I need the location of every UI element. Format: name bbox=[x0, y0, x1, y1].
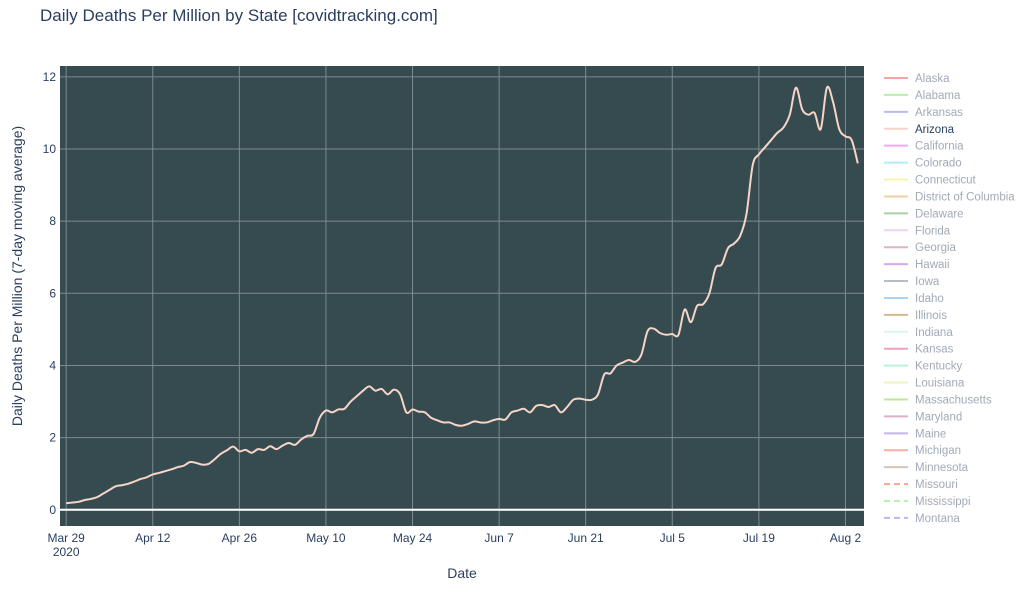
x-tick-label: Jun 7 bbox=[484, 531, 514, 545]
legend-item-kansas[interactable]: Kansas bbox=[884, 344, 954, 356]
legend-item-maryland[interactable]: Maryland bbox=[884, 411, 962, 423]
legend-item-alaska[interactable]: Alaska bbox=[884, 73, 950, 85]
legend-item-alabama[interactable]: Alabama bbox=[884, 90, 961, 102]
x-tick-label: May 24 bbox=[393, 531, 433, 545]
legend-label: Maryland bbox=[915, 411, 962, 423]
legend-label: Missouri bbox=[915, 479, 958, 491]
legend-label: Iowa bbox=[915, 276, 940, 288]
legend-item-california[interactable]: California bbox=[884, 141, 964, 153]
legend-item-district-of-columbia[interactable]: District of Columbia bbox=[884, 191, 1015, 203]
legend-item-kentucky[interactable]: Kentucky bbox=[884, 361, 963, 373]
x-tick-label: Jul 5 bbox=[660, 531, 686, 545]
x-tick-label: Apr 12 bbox=[135, 531, 171, 545]
legend-label: California bbox=[915, 141, 964, 153]
y-tick-label: 4 bbox=[49, 358, 56, 372]
legend-item-georgia[interactable]: Georgia bbox=[884, 242, 957, 254]
legend-item-colorado[interactable]: Colorado bbox=[884, 158, 962, 170]
chart-title: Daily Deaths Per Million by State [covid… bbox=[40, 6, 438, 25]
y-tick-label: 6 bbox=[49, 286, 56, 300]
series-layer bbox=[66, 85, 859, 505]
legend-label: Florida bbox=[915, 225, 951, 237]
y-tick-label: 12 bbox=[43, 70, 57, 84]
legend-label: Alabama bbox=[915, 90, 961, 102]
legend-label: Michigan bbox=[915, 445, 961, 457]
legend-label: Massachusetts bbox=[915, 394, 992, 406]
legend-item-louisiana[interactable]: Louisiana bbox=[884, 378, 965, 390]
legend-label: Maine bbox=[915, 428, 946, 440]
legend-label: Louisiana bbox=[915, 378, 965, 390]
x-tick-label: May 10 bbox=[306, 531, 346, 545]
legend-item-missouri[interactable]: Missouri bbox=[884, 479, 958, 491]
legend-label: Colorado bbox=[915, 158, 962, 170]
x-gridlines bbox=[65, 66, 846, 526]
legend-label: Delaware bbox=[915, 208, 964, 220]
y-axis-ticks: 0 2 4 6 8 10 12 bbox=[43, 70, 57, 517]
x-tick-label: Jul 19 bbox=[743, 531, 775, 545]
legend-label: Arizona bbox=[915, 124, 955, 136]
plot-area[interactable] bbox=[60, 66, 864, 526]
x-tick-label: Aug 2 bbox=[830, 531, 862, 545]
legend-item-hawaii[interactable]: Hawaii bbox=[884, 259, 950, 271]
legend-item-montana[interactable]: Montana bbox=[884, 513, 960, 525]
legend-item-delaware[interactable]: Delaware bbox=[884, 208, 964, 220]
legend-item-minnesota[interactable]: Minnesota bbox=[884, 462, 969, 474]
legend-item-michigan[interactable]: Michigan bbox=[884, 445, 961, 457]
x-tick-label: Jun 21 bbox=[568, 531, 604, 545]
legend-label: Arkansas bbox=[915, 107, 963, 119]
legend-label: Kansas bbox=[915, 344, 954, 356]
legend-label: Mississippi bbox=[915, 496, 971, 508]
legend-item-arkansas[interactable]: Arkansas bbox=[884, 107, 963, 119]
y-tick-label: 10 bbox=[43, 142, 57, 156]
legend-item-arizona[interactable]: Arizona bbox=[884, 124, 955, 136]
legend: Alaska Alabama Arkansas Arizona California Co… bbox=[884, 73, 1015, 525]
x-axis-title: Date bbox=[447, 565, 477, 581]
legend-item-florida[interactable]: Florida bbox=[884, 225, 951, 237]
legend-item-maine[interactable]: Maine bbox=[884, 428, 946, 440]
y-tick-label: 2 bbox=[49, 431, 56, 445]
legend-item-illinois[interactable]: Illinois bbox=[884, 310, 947, 322]
legend-item-iowa[interactable]: Iowa bbox=[884, 276, 940, 288]
legend-item-idaho[interactable]: Idaho bbox=[884, 293, 944, 305]
legend-label: District of Columbia bbox=[915, 191, 1015, 203]
legend-label: Minnesota bbox=[915, 462, 969, 474]
y-gridlines bbox=[60, 76, 864, 439]
legend-item-massachusetts[interactable]: Massachusetts bbox=[884, 394, 992, 406]
legend-label: Idaho bbox=[915, 293, 944, 305]
y-tick-label: 8 bbox=[49, 214, 56, 228]
legend-label: Montana bbox=[915, 513, 960, 525]
legend-item-mississippi[interactable]: Mississippi bbox=[884, 496, 971, 508]
x-tick-label: Mar 29 bbox=[48, 531, 86, 545]
legend-label: Kentucky bbox=[915, 361, 963, 373]
legend-label: Alaska bbox=[915, 73, 950, 85]
legend-label: Georgia bbox=[915, 242, 957, 254]
legend-label: Illinois bbox=[915, 310, 947, 322]
y-tick-label: 0 bbox=[49, 503, 56, 517]
legend-item-indiana[interactable]: Indiana bbox=[884, 327, 953, 339]
x-tick-sublabel: 2020 bbox=[53, 545, 80, 559]
y-axis-title: Daily Deaths Per Million (7-day moving a… bbox=[9, 126, 25, 426]
x-tick-label: Apr 26 bbox=[222, 531, 258, 545]
legend-label: Connecticut bbox=[915, 175, 977, 187]
legend-label: Hawaii bbox=[915, 259, 950, 271]
series-line-arizona[interactable] bbox=[66, 85, 859, 505]
legend-label: Indiana bbox=[915, 327, 953, 339]
legend-item-connecticut[interactable]: Connecticut bbox=[884, 175, 977, 187]
